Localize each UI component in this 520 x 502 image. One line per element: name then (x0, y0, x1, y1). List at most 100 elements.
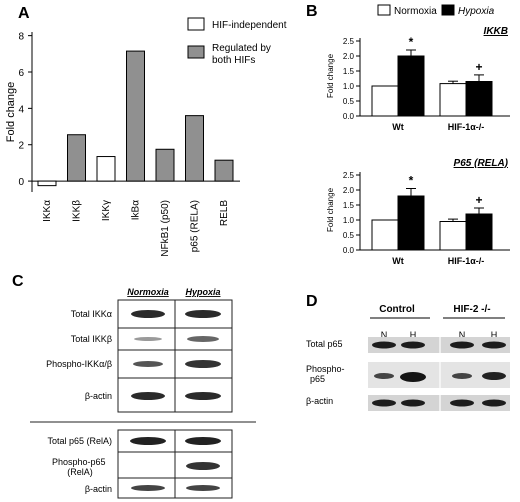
legend-swatch-normoxia (377, 4, 391, 16)
panel-a-y-tick-label: 2 (18, 141, 24, 152)
panel-b1-x-labels: Wt HIF-1α-/- (392, 122, 484, 132)
blot-band (401, 399, 425, 407)
panel-b-significance-mark: + (475, 60, 482, 74)
panel-b-y-tick-label: 2.0 (343, 52, 355, 61)
panel-b-x-label: Wt (392, 256, 404, 266)
panel-b-significance-mark: * (409, 35, 414, 49)
panel-b1-y-ticks: 0.0 0.5 1.0 1.5 2.0 2.5 (343, 37, 360, 121)
panel-c-row-total-p65: Total p65 (RelA) (47, 436, 112, 446)
panel-b-significance-mark: + (475, 193, 482, 207)
panel-a-y-tick-label: 4 (18, 104, 24, 115)
panel-a-bar (96, 156, 116, 182)
panel-b-bar (465, 81, 493, 117)
panel-a-y-tick-label: 8 (18, 32, 24, 43)
panel-b2-x-labels: Wt HIF-1α-/- (392, 256, 484, 266)
legend-swatch-hypoxia (441, 4, 455, 16)
blot-band (131, 392, 165, 400)
panel-b-bar (439, 83, 467, 117)
panel-b-y-tick-label: 0.0 (343, 112, 355, 121)
panel-d-row-phospho-p65: Phospho- p65 (306, 364, 347, 384)
legend-label-hypoxia: Hypoxia (458, 6, 495, 17)
blot-band (130, 437, 166, 445)
blot-band (450, 399, 474, 407)
panel-a-ylabel: Fold change (5, 82, 17, 143)
panel-a-x-labels: IKKα IKKβ IKKγ IkBα NFkB1 (p50) p65 (RELA) REL… (42, 200, 230, 257)
panel-d: D Control HIF-2 -/- N H N H Total p65 Ph… (306, 293, 510, 411)
panel-b-bar (439, 221, 467, 251)
blot-band (185, 392, 221, 400)
panel-a-bar (155, 148, 175, 182)
panel-b-label: B (306, 3, 318, 20)
panel-b2-ylabel: Fold change (326, 187, 335, 232)
legend-label-hif-independent: HIF-independent (212, 20, 287, 31)
panel-b-significance-mark: * (409, 174, 414, 188)
panel-b-bar (371, 85, 399, 117)
panel-b1-title: IKKB (484, 26, 508, 37)
panel-b-bar (465, 213, 493, 251)
panel-b-y-tick-label: 1.5 (343, 67, 355, 76)
panel-b-x-label: Wt (392, 122, 404, 132)
panel-c-header-hypoxia: Hypoxia (185, 287, 220, 297)
blot-band (482, 341, 506, 349)
panel-b2-bars: *+ (371, 174, 493, 251)
panel-b: B Normoxia Hypoxia IKKB Fold change 0.00… (306, 3, 510, 266)
blot-band (372, 341, 396, 349)
panel-d-lane-h1: H (410, 330, 417, 340)
blot-band (400, 372, 426, 382)
blot-band (450, 341, 474, 349)
panel-b2-title: P65 (RELA) (454, 158, 509, 169)
panel-d-lane-n2: N (459, 330, 466, 340)
panel-d-row-total-p65: Total p65 (306, 339, 343, 349)
blot-band (186, 485, 220, 491)
panel-a-y-tick-label: 6 (18, 68, 24, 79)
panel-d-header-hif2: HIF-2 -/- (453, 304, 490, 315)
panel-a-x-label: NFkB1 (p50) (160, 200, 171, 257)
panel-c: C Normoxia Hypoxia Total IKKα Total IKKβ… (12, 273, 256, 499)
panel-a-label: A (18, 5, 30, 22)
panel-d-header-control: Control (379, 304, 415, 315)
panel-d-row-actin: β-actin (306, 396, 333, 406)
panel-b-bar (371, 219, 399, 251)
panel-b2-y-ticks: 0.0 0.5 1.0 1.5 2.0 2.5 (343, 171, 360, 255)
legend-swatch-hif-independent (187, 17, 205, 31)
panel-a-bar (126, 50, 145, 182)
blot-band (482, 399, 506, 407)
panel-b-y-tick-label: 0.5 (343, 97, 355, 106)
blot-band (401, 341, 425, 349)
panel-b-y-tick-label: 2.0 (343, 186, 355, 195)
blot-band (185, 437, 221, 445)
blot-band (186, 462, 220, 470)
panel-a: A Fold change 0 2 4 6 8 IKKα IKKβ IKKγ IkBα NFkB… (5, 5, 287, 257)
panel-b-bar (397, 195, 425, 251)
panel-a-x-label: IKKγ (101, 200, 112, 221)
panel-d-lane-n1: N (381, 330, 388, 340)
panel-b-y-tick-label: 1.0 (343, 216, 355, 225)
panel-a-bar (214, 159, 234, 182)
blot-band (131, 485, 165, 491)
panel-a-x-label: IKKα (42, 200, 53, 222)
panel-b-y-tick-label: 0.5 (343, 231, 355, 240)
panel-b-x-label: HIF-1α-/- (448, 256, 485, 266)
panel-c-row-total-ikkb: Total IKKβ (71, 334, 112, 344)
panel-c-row-actin-top: β-actin (85, 391, 112, 401)
panel-d-lane-h2: H (491, 330, 498, 340)
blot-band (374, 373, 394, 379)
panel-c-row-phospho-p65: Phospho-p65 (RelA) (52, 457, 108, 477)
panel-b-y-tick-label: 1.5 (343, 201, 355, 210)
panel-c-row-phospho-ikk: Phospho-IKKα/β (46, 359, 112, 369)
panel-b-y-tick-label: 2.5 (343, 37, 355, 46)
legend-swatch-regulated-both (187, 45, 205, 59)
panel-c-row-total-ikka: Total IKKα (71, 309, 112, 319)
blot-band (452, 373, 472, 379)
panel-b-y-tick-label: 1.0 (343, 82, 355, 91)
panel-d-label: D (306, 293, 318, 310)
legend-label-normoxia: Normoxia (394, 6, 437, 17)
blot-band (133, 361, 163, 367)
panel-c-row-actin-bottom: β-actin (85, 484, 112, 494)
panel-a-bar (67, 134, 86, 182)
panel-a-bar (185, 115, 204, 182)
panel-d-strip-3 (368, 395, 510, 411)
panel-b-bar (397, 55, 425, 117)
panel-d-strip-1 (368, 337, 510, 353)
